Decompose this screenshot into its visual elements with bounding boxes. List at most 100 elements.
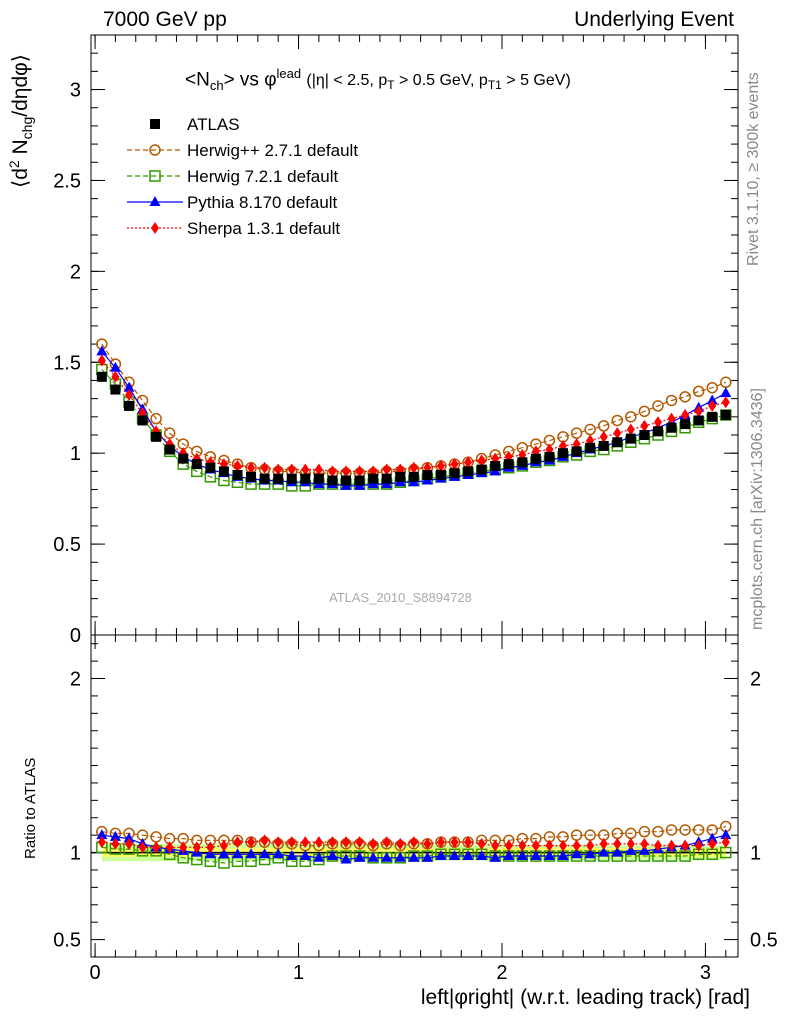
main-point-atlas: [707, 411, 718, 422]
ratio-point-sherpa-1-3-1-default: [423, 837, 432, 850]
main-point-atlas: [178, 453, 189, 464]
ylabel-b: N: [9, 139, 32, 161]
ratio-point-sherpa-1-3-1-default: [274, 836, 283, 849]
plot-title-n-sub: ch: [209, 78, 224, 94]
ratio-point-sherpa-1-3-1-default: [260, 834, 269, 847]
main-point-atlas: [530, 453, 541, 464]
main-point-atlas: [313, 473, 324, 484]
main-ytick-label: 2: [70, 261, 81, 283]
ratio-point-sherpa-1-3-1-default: [247, 836, 256, 849]
legend-marker-herwig-7-2-1-default: [149, 170, 161, 182]
ratio-point-pythia-8-170-default: [272, 848, 284, 859]
main-point-herwig-2-7-1-default: [692, 385, 705, 398]
main-point-atlas: [598, 440, 609, 451]
ratio-point-sherpa-1-3-1-default: [369, 837, 378, 850]
xtick-label: 2: [496, 962, 507, 984]
main-point-atlas: [680, 419, 691, 430]
main-point-atlas: [571, 446, 582, 457]
main-point-atlas: [395, 471, 406, 482]
ratio-point-sherpa-1-3-1-default: [152, 841, 161, 854]
ratio-point-pythia-8-170-default: [435, 850, 447, 861]
ratio-point-sherpa-1-3-1-default: [301, 836, 310, 849]
main-point-atlas: [639, 430, 650, 440]
main-point-pythia-8-170-default: [96, 345, 108, 356]
ratio-point-pythia-8-170-default: [394, 851, 406, 862]
ratio-point-sherpa-1-3-1-default: [477, 837, 486, 850]
ratio-point-pythia-8-170-default: [489, 851, 501, 862]
legend-marker-sherpa-1-3-1-default: [151, 222, 159, 234]
ratio-point-pythia-8-170-default: [286, 850, 298, 861]
plot-title-cuts-sub2: T1: [487, 78, 502, 93]
ratio-point-pythia-8-170-default: [462, 850, 474, 861]
ratio-point-sherpa-1-3-1-default: [436, 836, 445, 849]
ratio-point-pythia-8-170-default: [476, 850, 488, 861]
main-point-sherpa-1-3-1-default: [247, 461, 256, 474]
main-point-sherpa-1-3-1-default: [301, 463, 310, 476]
ratio-point-pythia-8-170-default: [706, 832, 718, 843]
main-point-sherpa-1-3-1-default: [111, 370, 120, 383]
main-point-pythia-8-170-default: [109, 361, 121, 372]
main-ytick-label: 1.5: [53, 352, 81, 374]
ratio-point-pythia-8-170-default: [259, 848, 271, 859]
ratio-point-pythia-8-170-default: [571, 848, 583, 859]
watermark: ATLAS_2010_S8894728: [329, 590, 472, 605]
main-ytick-label: 3: [70, 80, 81, 102]
main-point-atlas: [151, 431, 162, 442]
legend-label-herwig-7-2-1-default: Herwig 7.2.1 default: [187, 167, 338, 186]
main-point-atlas: [273, 473, 284, 484]
ylabel-c: /dηdφ⟩: [9, 54, 32, 117]
ratio-point-pythia-8-170-default: [530, 850, 542, 861]
ratio-point-herwig-2-7-1-default: [652, 825, 664, 838]
ratio-point-sherpa-1-3-1-default: [355, 836, 364, 849]
main-point-sherpa-1-3-1-default: [341, 465, 350, 478]
main-point-atlas: [218, 466, 229, 477]
ratio-point-sherpa-1-3-1-default: [396, 837, 405, 850]
main-point-atlas: [286, 473, 297, 484]
legend-marker-pythia-8-170-default: [149, 196, 161, 206]
ratio-point-pythia-8-170-default: [340, 853, 352, 864]
ratio-point-pythia-8-170-default: [557, 850, 569, 861]
main-point-herwig-2-7-1-default: [652, 400, 664, 412]
main-point-pythia-8-170-default: [123, 381, 135, 392]
ratio-point-pythia-8-170-default: [96, 829, 108, 840]
main-point-sherpa-1-3-1-default: [287, 463, 296, 476]
main-point-sherpa-1-3-1-default: [464, 456, 473, 469]
ratio-point-sherpa-1-3-1-default: [179, 841, 188, 854]
main-point-sherpa-1-3-1-default: [708, 399, 717, 412]
ratio-point-herwig-2-7-1-default: [692, 824, 705, 836]
legend-marker-herwig-2-7-1-default: [149, 144, 161, 156]
ratio-point-sherpa-1-3-1-default: [287, 836, 296, 849]
main-point-herwig-2-7-1-default: [611, 414, 624, 427]
main-point-atlas: [625, 433, 636, 444]
ratio-point-pythia-8-170-default: [408, 851, 420, 862]
ratio-ytick-label-right: 0.5: [750, 930, 778, 952]
main-point-sherpa-1-3-1-default: [124, 389, 133, 401]
main-point-sherpa-1-3-1-default: [409, 461, 418, 474]
main-point-atlas: [720, 410, 731, 420]
ratio-point-herwig-2-7-1-default: [665, 824, 678, 836]
main-point-atlas: [490, 460, 501, 471]
main-point-sherpa-1-3-1-default: [274, 463, 283, 476]
main-point-atlas: [110, 384, 121, 395]
ratio-point-pythia-8-170-default: [109, 830, 121, 841]
ratio-point-sherpa-1-3-1-default: [409, 836, 418, 849]
ratio-point-sherpa-1-3-1-default: [233, 836, 242, 849]
ratio-point-pythia-8-170-default: [421, 851, 433, 862]
xtick-label: 3: [700, 962, 711, 984]
main-point-atlas: [652, 426, 663, 437]
ratio-point-pythia-8-170-default: [449, 850, 461, 861]
main-point-atlas: [368, 473, 379, 484]
ratio-point-pythia-8-170-default: [245, 848, 257, 859]
plot-title-cuts-b: > 0.5 GeV, p: [394, 72, 488, 90]
main-point-sherpa-1-3-1-default: [97, 354, 106, 367]
ratio-ytick-label: 0.5: [53, 930, 81, 952]
main-ytick-label: 0.5: [53, 534, 81, 556]
main-point-sherpa-1-3-1-default: [681, 409, 690, 421]
ratio-point-sherpa-1-3-1-default: [640, 837, 649, 850]
ratio-point-pythia-8-170-default: [354, 851, 366, 862]
main-line-herwig-2-7-1-default: [101, 343, 727, 474]
main-point-sherpa-1-3-1-default: [721, 396, 730, 409]
main-point-atlas: [354, 475, 365, 486]
ratio-point-pythia-8-170-default: [598, 846, 610, 857]
main-point-atlas: [558, 448, 569, 459]
